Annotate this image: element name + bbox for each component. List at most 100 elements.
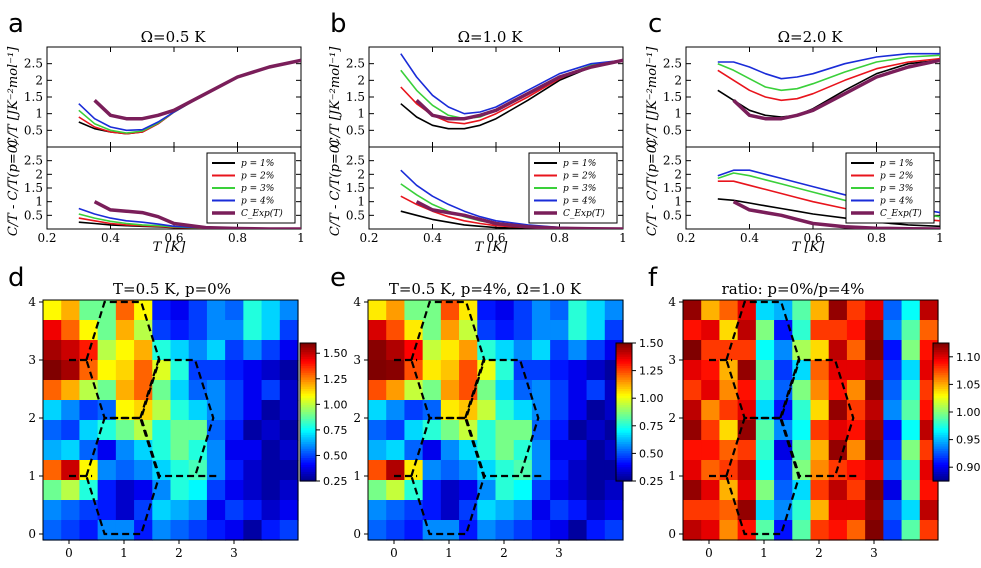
heatmap-cell [683,460,702,481]
colorbar-step [616,435,632,438]
colorbar-step [616,372,632,376]
heatmap-cell [477,320,497,341]
heatmap-cell [477,340,497,361]
colorbar-frame [615,342,633,482]
heatmap-cell [828,300,848,321]
x-tick-label: 0 [65,546,73,560]
heatmap-cell [737,420,757,441]
colorbar-step [300,375,316,379]
y-tick-label: 0.5 [24,208,43,222]
colorbar-step [616,478,632,482]
colorbar-step [616,448,632,452]
heatmap-cell [792,340,812,361]
colorbar-step [300,393,316,397]
heatmap-cell [719,440,739,461]
heatmap-cell [225,460,244,481]
colorbar-step [616,444,632,448]
heatmap-cell [386,420,406,441]
colorbar-step [300,349,316,353]
heatmap-cell [810,500,830,521]
colorbar-step [616,356,632,360]
heatmap-cell [586,340,606,361]
heatmap-cell [61,360,81,381]
heatmap-cell [883,400,903,421]
x-tick-label: 0.8 [228,231,247,245]
x-tick-label: 1 [120,546,128,560]
heatmap-cell [531,500,551,521]
series-line-exp [93,58,301,121]
heatmap-cell [279,460,299,481]
colorbar-step [300,395,316,399]
heatmap-cell [568,500,588,521]
heatmap-cell [188,400,208,421]
legend-label: p = 3% [241,184,274,194]
colorbar-step [616,464,632,468]
heatmap-cell [883,520,903,541]
heatmap-cell [531,480,551,501]
heatmap-cell [404,500,424,521]
y-tick-label: 1.5 [24,90,43,104]
heatmap-cell [386,500,406,521]
colorbar-step [300,474,316,477]
colorbar-step [300,464,316,468]
heatmap-cell [152,440,172,461]
colorbar-step [616,366,632,369]
colorbar-step [616,400,632,404]
colorbar-step [616,409,632,413]
heatmap-cell [206,440,226,461]
colorbar-step [300,343,316,346]
colorbar-step [933,458,949,461]
panel-title-d: T=0.5 K, p=0% [113,280,231,298]
colorbar-step [616,439,632,443]
heatmap-cell [495,340,515,361]
heatmap-cell [243,420,263,441]
heatmap-cell [79,480,99,501]
heatmap-cell [737,380,757,401]
heatmap-cell [755,480,775,501]
heatmap-cell [701,320,721,341]
y-tick-label: 0 [668,527,676,541]
colorbar-step [616,377,632,381]
heatmap-cell [568,320,588,341]
heatmap-cell [206,500,226,521]
colorbar-step [933,377,949,381]
colorbar-step [300,391,316,395]
y-tick-label: 4 [353,295,361,309]
y-tick-label: 0 [353,527,361,541]
heatmap-cell [586,440,606,461]
heatmap-cell [810,480,830,501]
heatmap-cell [883,500,903,521]
heatmap-cell [683,340,702,361]
legend-label: p = 3% [563,184,596,194]
heatmap-cell [846,320,866,341]
heatmap-cell [279,400,299,421]
colorbar-step [933,469,949,473]
heatmap-cell [261,340,281,361]
heatmap-cell [97,360,117,381]
heatmap-cell [43,320,62,341]
heatmap-cell [440,520,460,541]
x-tick-label: 2 [500,546,508,560]
heatmap-cell [701,300,721,321]
colorbar-step [300,425,316,429]
heatmap-cell [477,480,497,501]
colorbar-step [616,382,632,385]
heatmap-cell [901,440,921,461]
heatmap-cell [550,320,569,341]
colorbar-step [616,432,632,436]
heatmap-cell [755,300,775,321]
heatmap-cell [170,320,190,341]
heatmap-cell [846,360,866,381]
heatmap-cell [828,520,848,541]
heatmap-cell [206,360,226,381]
heatmap-cell [170,460,190,481]
y-tick-label: 0.5 [663,123,682,137]
heatmap-cell [170,380,190,401]
heatmap-cell [170,420,190,441]
heatmap-cell [774,340,793,361]
y-axis-label: C/T [JK⁻²mol⁻¹] [6,46,21,148]
heatmap-cell [79,520,99,541]
heatmap-cell [440,460,460,481]
heatmap-cell [43,380,62,401]
